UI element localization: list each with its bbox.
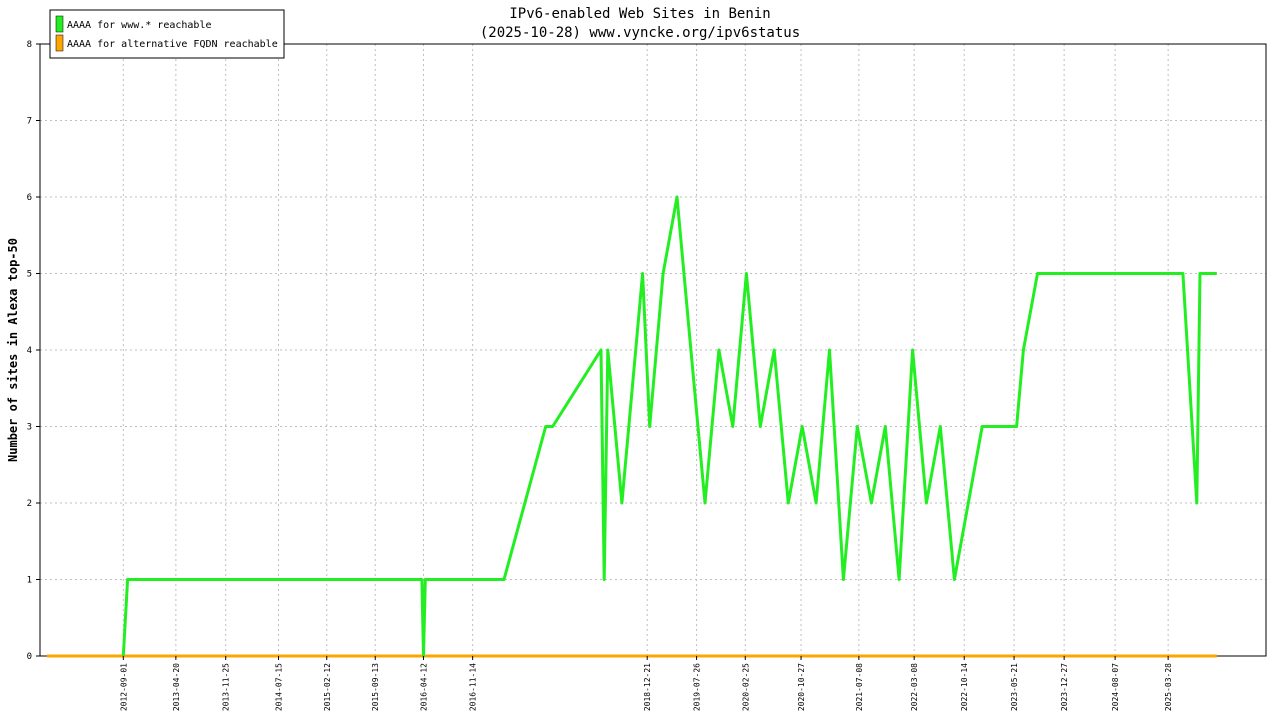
x-tick-label: 2012-09-01 xyxy=(119,663,128,711)
x-tick-label: 2025-03-28 xyxy=(1164,663,1173,711)
x-tick-label: 2013-04-20 xyxy=(172,663,181,711)
x-tick-label: 2016-11-14 xyxy=(469,663,478,711)
x-tick-label: 2022-10-14 xyxy=(960,663,969,711)
legend-label-alt: AAAA for alternative FQDN reachable xyxy=(67,39,278,50)
axis-ticks: 0 1 2 3 4 5 6 7 8 2012-09-01 2013-04-20 2013-11-25 2… xyxy=(27,40,1174,711)
y-tick-label: 3 xyxy=(27,423,32,433)
grid-lines xyxy=(40,44,1266,656)
chart-title: IPv6-enabled Web Sites in Benin xyxy=(509,6,770,22)
y-tick-label: 1 xyxy=(27,576,32,586)
y-tick-label: 0 xyxy=(27,652,32,662)
x-tick-label: 2023-12-27 xyxy=(1060,663,1069,711)
x-tick-label: 2020-02-25 xyxy=(741,663,750,711)
plot-frame xyxy=(39,43,1267,657)
x-tick-label: 2014-07-15 xyxy=(275,663,284,711)
x-tick-label: 2018-12-21 xyxy=(643,663,652,711)
y-axis-title: Number of sites in Alexa top-50 xyxy=(6,238,20,462)
x-tick-label: 2021-07-08 xyxy=(855,663,864,711)
legend: AAAA for www.* reachable AAAA for altern… xyxy=(49,9,285,59)
x-tick-label: 2024-08-07 xyxy=(1111,663,1120,711)
y-tick-label: 4 xyxy=(27,346,32,356)
legend-swatch-alt xyxy=(55,34,64,52)
y-tick-label: 6 xyxy=(27,193,32,203)
y-tick-label: 2 xyxy=(27,499,32,509)
series-line-www xyxy=(121,195,1217,658)
chart-subtitle: (2025-10-28) www.vyncke.org/ipv6status xyxy=(480,25,800,41)
y-tick-label: 5 xyxy=(27,270,32,280)
x-tick-label: 2015-09-13 xyxy=(371,663,380,711)
x-tick-label: 2023-05-21 xyxy=(1010,663,1019,711)
x-tick-label: 2019-07-26 xyxy=(693,663,702,711)
legend-label-www: AAAA for www.* reachable xyxy=(67,20,212,31)
y-tick-label: 8 xyxy=(27,40,32,50)
x-tick-label: 2020-10-27 xyxy=(797,663,806,711)
x-tick-label: 2016-04-12 xyxy=(419,663,428,711)
x-tick-label: 2022-03-08 xyxy=(910,663,919,711)
legend-swatch-www xyxy=(55,15,64,33)
x-tick-label: 2013-11-25 xyxy=(222,663,231,711)
y-tick-label: 7 xyxy=(27,117,32,127)
x-tick-label: 2015-02-12 xyxy=(323,663,332,711)
series-layer xyxy=(46,195,1217,658)
legend-box xyxy=(49,9,285,59)
